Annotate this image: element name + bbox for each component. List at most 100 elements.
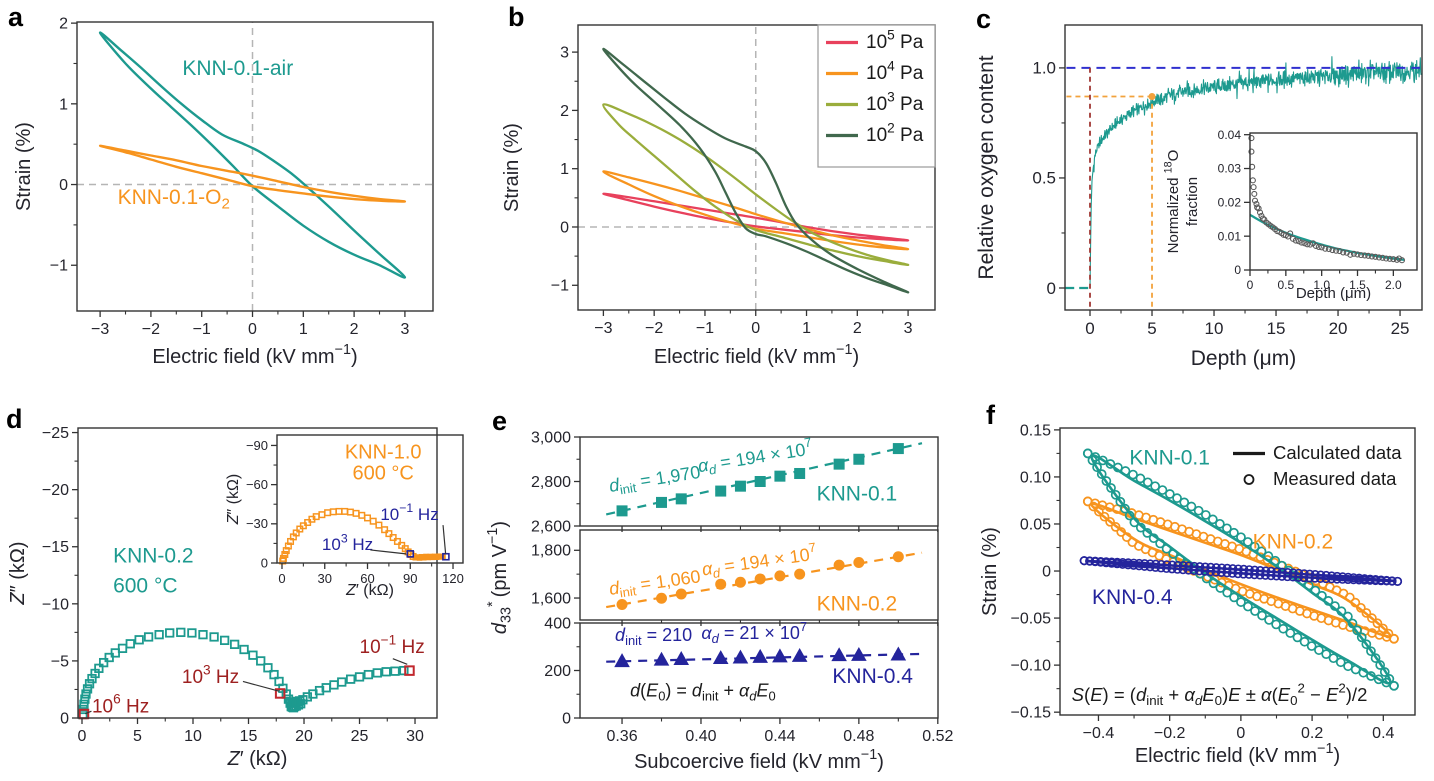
panel-f: f −0.4 −0.2 0 0.2 0.4 −0.15 −0.10 −0.05 0 0.05 0.1… (960, 390, 1434, 781)
svg-text:−1: −1 (696, 320, 714, 337)
svg-text:0.01: 0.01 (1218, 229, 1242, 243)
svg-text:−2: −2 (645, 320, 663, 337)
svg-text:−1: −1 (551, 278, 569, 295)
svg-text:−0.15: −0.15 (1011, 705, 1052, 722)
svg-text:30: 30 (406, 728, 424, 745)
svg-text:60: 60 (360, 571, 374, 586)
svg-text:Calculated data: Calculated data (1273, 442, 1402, 463)
panel-f-letter: f (986, 400, 995, 430)
svg-text:Electric field (kV mm−1): Electric field (kV mm−1) (654, 342, 859, 368)
svg-text:105 Pa: 105 Pa (866, 27, 924, 53)
svg-text:0.52: 0.52 (922, 728, 953, 745)
svg-text:5: 5 (1147, 319, 1156, 338)
svg-text:0: 0 (78, 728, 87, 745)
svg-text:1.0: 1.0 (1032, 59, 1056, 78)
svg-text:0: 0 (1042, 563, 1051, 580)
svg-text:dinit = 1,970: dinit = 1,970 (608, 462, 703, 499)
svg-text:Strain (%): Strain (%) (979, 527, 1001, 616)
svg-text:−15: −15 (42, 539, 69, 556)
svg-text:Z″ (kΩ): Z″ (kΩ) (225, 474, 242, 526)
svg-text:αd = 21 × 107: αd = 21 × 107 (701, 619, 807, 646)
svg-text:106 Hz: 106 Hz (92, 692, 149, 718)
svg-text:3: 3 (904, 320, 913, 337)
svg-text:Z″ (kΩ): Z″ (kΩ) (7, 541, 29, 605)
svg-text:Relative oxygen content: Relative oxygen content (975, 55, 998, 279)
svg-text:30: 30 (318, 571, 332, 586)
svg-text:1: 1 (299, 321, 308, 338)
svg-text:20: 20 (1329, 319, 1348, 338)
svg-text:0.04: 0.04 (1218, 128, 1242, 142)
svg-text:400: 400 (544, 615, 571, 632)
svg-text:0.36: 0.36 (606, 728, 637, 745)
svg-text:2,600: 2,600 (531, 518, 571, 535)
svg-text:10: 10 (1205, 319, 1224, 338)
svg-text:2: 2 (59, 16, 68, 33)
svg-text:Strain (%): Strain (%) (501, 123, 523, 212)
svg-text:d33* (pm V−1): d33* (pm V−1) (485, 521, 514, 634)
svg-text:0: 0 (1085, 319, 1094, 338)
svg-text:0.5: 0.5 (1277, 278, 1294, 292)
panel-b: b −3 −2 −1 0 1 2 3 −1 0 1 2 3 Electric field (kV mm−… (480, 0, 960, 390)
svg-text:Depth (μm): Depth (μm) (1191, 347, 1296, 370)
svg-text:0: 0 (59, 177, 68, 194)
svg-text:KNN-0.1-O2: KNN-0.1-O2 (118, 186, 230, 213)
svg-text:0: 0 (261, 555, 268, 570)
svg-text:0: 0 (278, 571, 285, 586)
svg-text:0: 0 (1247, 278, 1254, 292)
svg-text:1,600: 1,600 (531, 590, 571, 607)
svg-text:S(E) = (dinit + αdE0)E ± α(E02: S(E) = (dinit + αdE0)E ± α(E02 − E2)/2 (1072, 681, 1368, 708)
svg-text:120: 120 (442, 571, 464, 586)
panel-d-chart: 0 5 10 15 20 25 30 0 −5 −10 −15 −20 −25 KNN-0.2 600 °C… (7, 425, 464, 770)
svg-text:Electric field (kV mm−1): Electric field (kV mm−1) (1135, 741, 1340, 767)
svg-text:600 °C: 600 °C (113, 574, 177, 597)
svg-text:KNN-0.1-air: KNN-0.1-air (182, 57, 293, 80)
panel-a-chart: −3 −2 −1 0 1 2 3 −1 0 1 2 KNN-0.1-air KNN-0.1-O2 Elec… (13, 16, 434, 368)
svg-text:3: 3 (560, 45, 569, 62)
svg-text:20: 20 (295, 728, 313, 745)
svg-text:0: 0 (751, 320, 760, 337)
svg-text:10: 10 (184, 728, 202, 745)
svg-text:1.0: 1.0 (1313, 278, 1330, 292)
svg-text:0.48: 0.48 (843, 728, 874, 745)
svg-text:Subcoercive field (kV mm−1): Subcoercive field (kV mm−1) (634, 747, 884, 773)
svg-text:25: 25 (1391, 319, 1410, 338)
svg-text:dinit = 210: dinit = 210 (615, 625, 692, 648)
svg-text:102 Pa: 102 Pa (866, 120, 924, 146)
panel-d: d 0 5 10 15 20 25 30 0 −5 −10 −15 −20 −25 KNN-0.2 600 … (0, 390, 480, 781)
svg-text:−3: −3 (91, 321, 109, 338)
svg-text:0.05: 0.05 (1020, 516, 1051, 533)
svg-text:1.5: 1.5 (1349, 278, 1366, 292)
svg-text:104 Pa: 104 Pa (866, 58, 924, 84)
svg-text:0: 0 (60, 710, 69, 727)
svg-text:2: 2 (350, 321, 359, 338)
svg-text:−25: −25 (42, 425, 69, 442)
svg-text:0.02: 0.02 (1218, 195, 1242, 209)
panel-e-letter: e (492, 406, 508, 436)
svg-text:103 Hz: 103 Hz (322, 531, 373, 554)
svg-text:15: 15 (1267, 319, 1286, 338)
svg-text:103 Pa: 103 Pa (866, 89, 924, 115)
svg-text:5: 5 (133, 728, 142, 745)
svg-text:0.2: 0.2 (1301, 725, 1323, 742)
svg-text:−5: −5 (51, 653, 69, 670)
svg-text:Normalized 18O: Normalized 18O (1162, 150, 1182, 254)
svg-text:−0.2: −0.2 (1154, 725, 1186, 742)
svg-text:−2: −2 (142, 321, 160, 338)
panel-f-chart: −0.4 −0.2 0 0.2 0.4 −0.15 −0.10 −0.05 0 0.05 0.10 0… (979, 422, 1416, 767)
svg-text:3: 3 (400, 321, 409, 338)
svg-text:KNN-0.4: KNN-0.4 (1092, 586, 1173, 609)
svg-text:1: 1 (59, 96, 68, 113)
svg-text:−0.05: −0.05 (1011, 611, 1052, 628)
svg-text:−1: −1 (193, 321, 211, 338)
panel-a: a −3 −2 −1 0 1 2 3 −1 0 1 2 KNN-0.1-air KNN-0.1-O2 El… (0, 0, 480, 390)
svg-text:0: 0 (1236, 725, 1245, 742)
svg-text:Depth (μm): Depth (μm) (1296, 285, 1371, 302)
svg-text:0.40: 0.40 (685, 728, 716, 745)
svg-text:15: 15 (240, 728, 258, 745)
svg-text:0.03: 0.03 (1218, 162, 1242, 176)
svg-text:0.10: 0.10 (1020, 469, 1051, 486)
svg-text:Measured data: Measured data (1273, 468, 1397, 489)
